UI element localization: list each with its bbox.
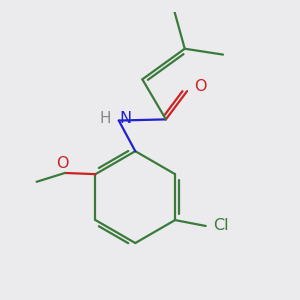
Text: O: O (56, 156, 68, 171)
Text: Cl: Cl (213, 218, 229, 233)
Text: N: N (120, 111, 132, 126)
Text: H: H (100, 111, 111, 126)
Text: O: O (194, 80, 206, 94)
